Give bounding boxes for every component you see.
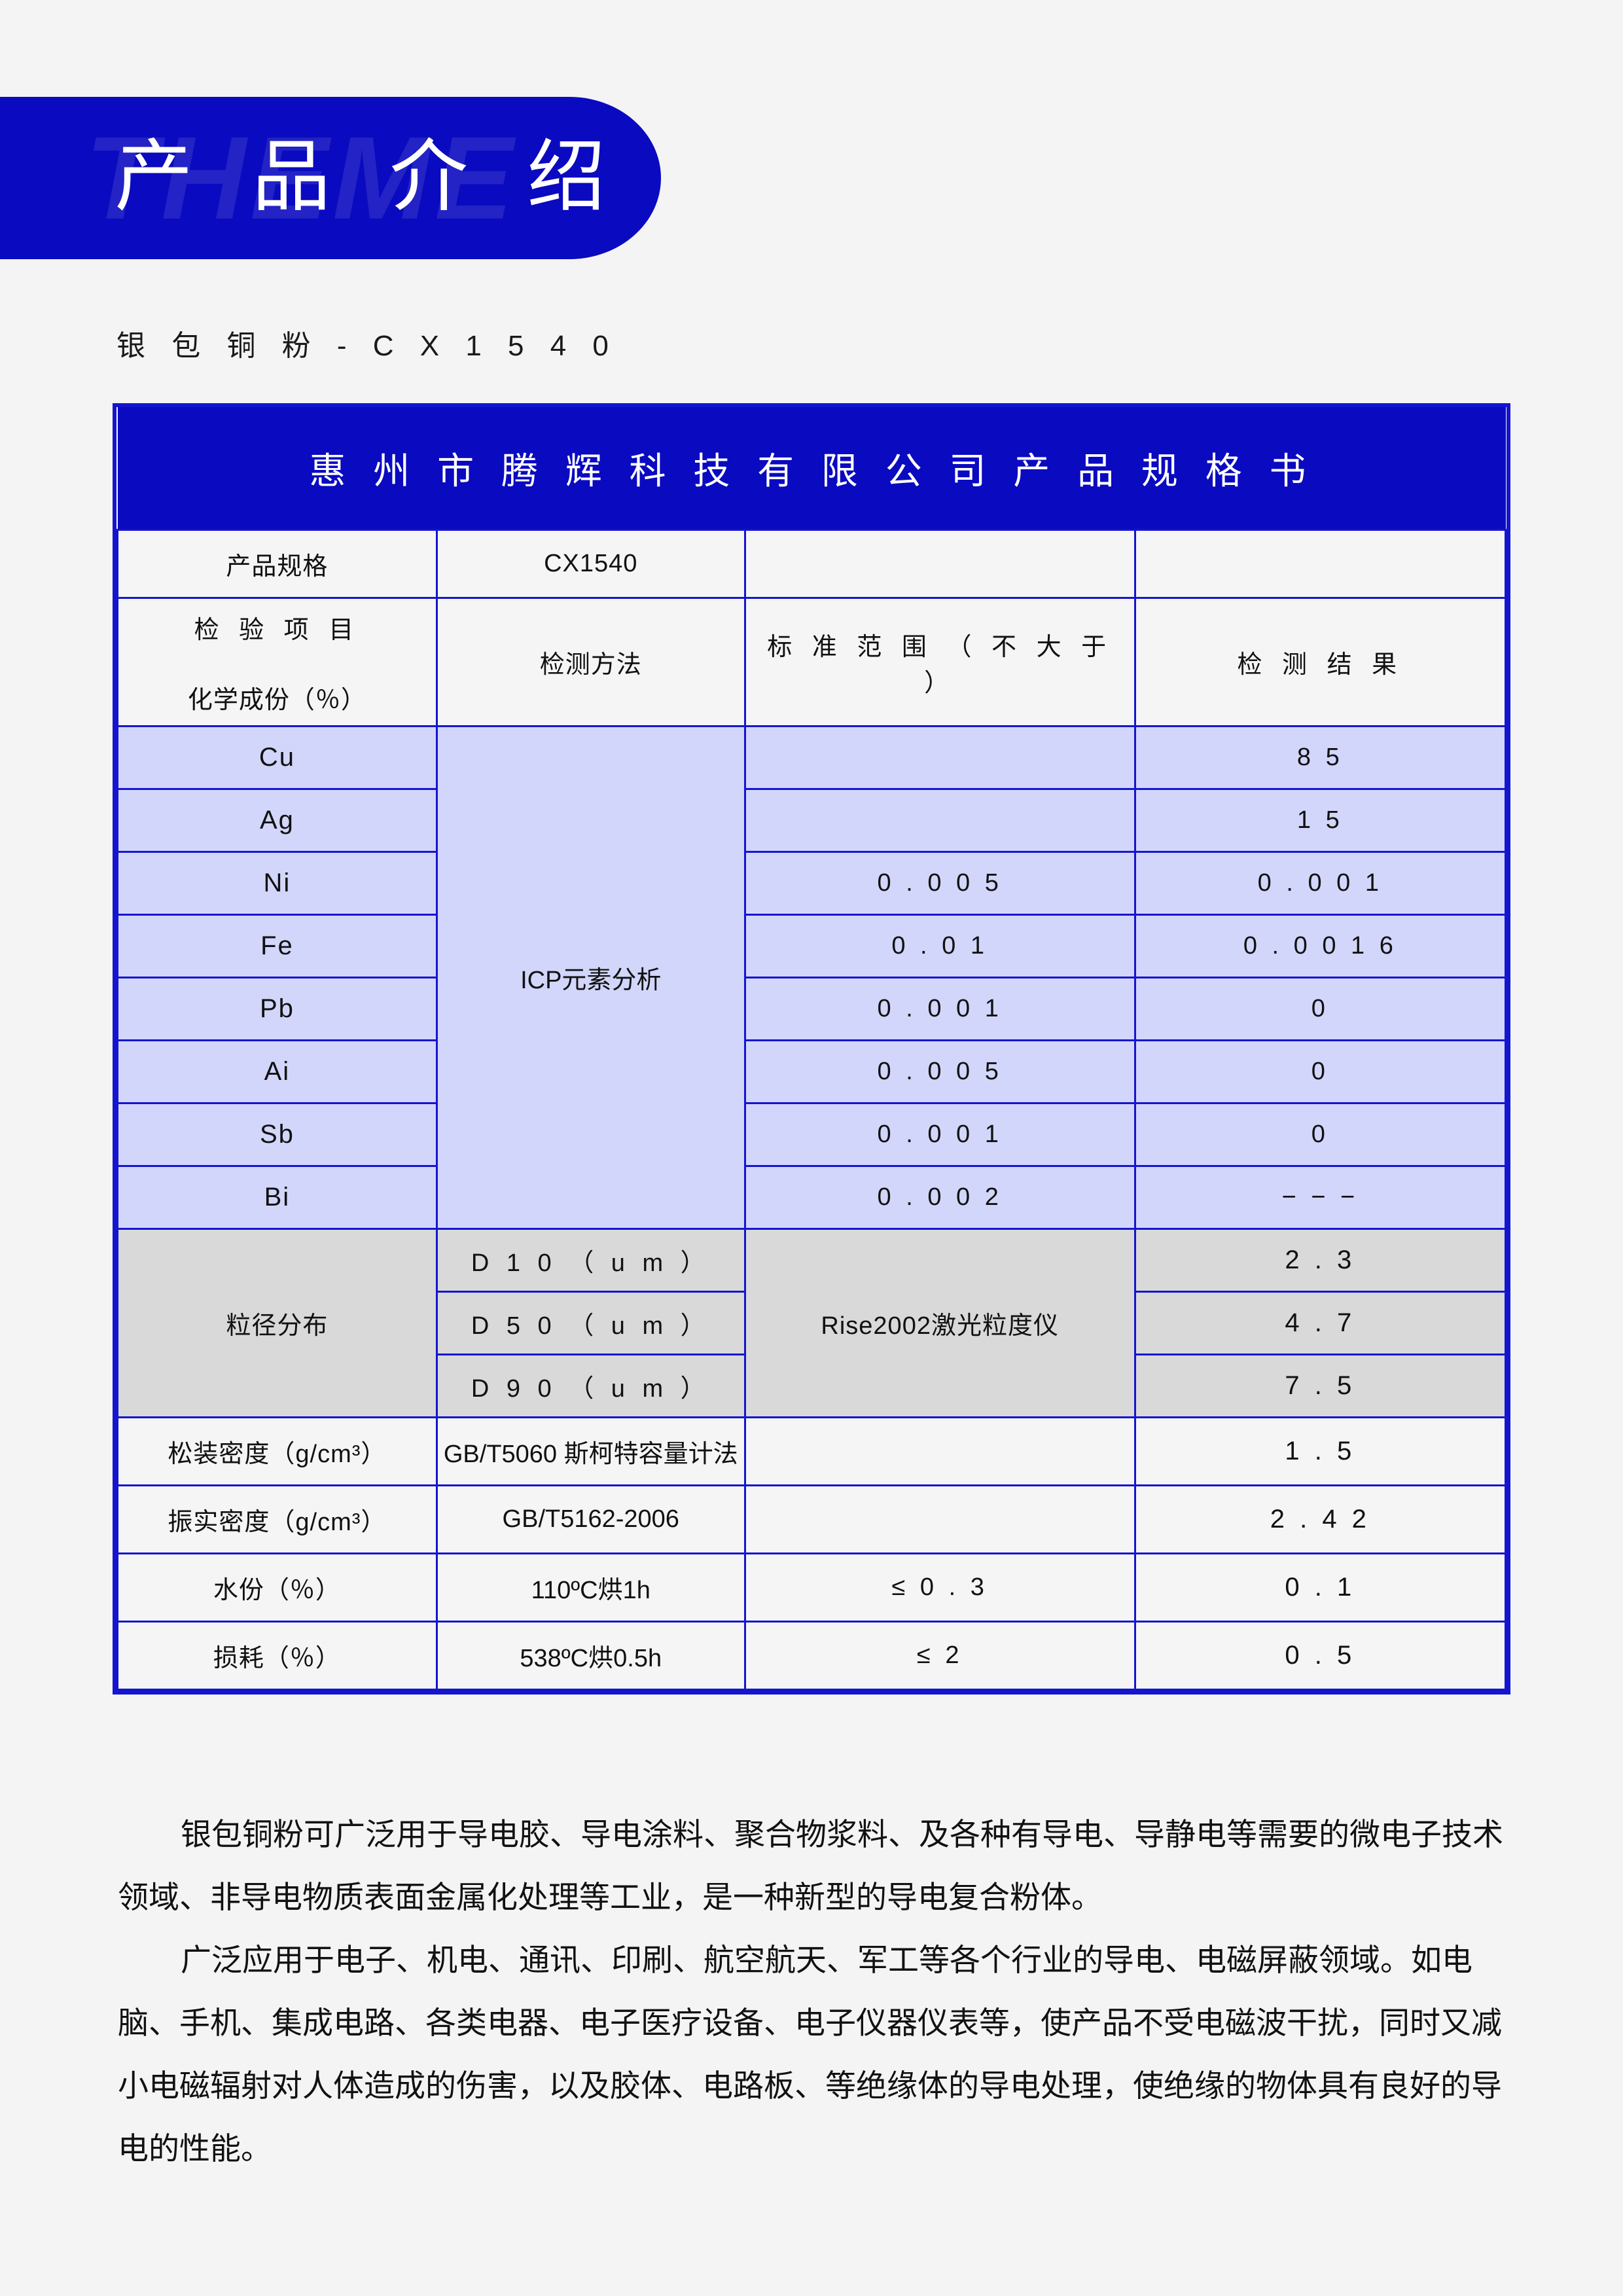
cell-property-method: 538ºC烘0.5h xyxy=(435,1621,746,1691)
cell-result: 0 . 0 0 1 6 xyxy=(1133,914,1507,978)
table-title-row: 惠 州 市 腾 辉 科 技 有 限 公 司 产 品 规 格 书 xyxy=(117,407,1506,530)
table-row: 损耗（％） 538ºC烘0.5h ≤ 2 0 . 5 xyxy=(116,1621,1507,1691)
cell-property-method: 110ºC烘1h xyxy=(435,1552,746,1623)
description-paragraph-1: 银包铜粉可广泛用于导电胶、导电涂料、聚合物浆料、及各种有导电、导静电等需要的微电… xyxy=(118,1817,1503,1916)
table-row-column-headers: 检 验 项 目 化学成份（％） 检测方法 标 准 范 围 （ 不 大 于 ） 检… xyxy=(116,597,1507,727)
table-title-cell: 惠 州 市 腾 辉 科 技 有 限 公 司 产 品 规 格 书 xyxy=(117,407,1506,530)
cell-element: Ag xyxy=(116,788,438,853)
table-row: Pb 0 . 0 0 1 0 xyxy=(116,977,1507,1041)
cell-chemistry-method: ICP元素分析 xyxy=(435,725,746,1230)
table-row: 粒径分布 D 1 0 （ u m ） Rise2002激光粒度仪 2 . 3 xyxy=(116,1228,1507,1418)
table-row: Sb 0 . 0 0 1 0 xyxy=(116,1102,1507,1167)
cell-product-spec-value: CX1540 xyxy=(435,529,746,599)
cell-range: 0 . 0 1 xyxy=(743,914,1136,978)
cell-range xyxy=(743,1416,1136,1486)
cell-property-method: GB/T5162-2006 xyxy=(435,1484,746,1554)
cell-header-result: 检 测 结 果 xyxy=(1133,597,1507,727)
table-row: D 9 0 （ u m ） 7 . 5 xyxy=(118,1354,1507,1418)
cell-result: 0 . 5 xyxy=(1133,1621,1507,1691)
cell-result: 2 . 4 2 xyxy=(1133,1484,1507,1554)
cell-result: 1 . 5 xyxy=(1133,1416,1507,1486)
cell-element: Fe xyxy=(116,914,438,978)
cell-property-method: GB/T5060 斯柯特容量计法 xyxy=(435,1416,746,1486)
cell-property-item: 水份（％） xyxy=(116,1552,438,1623)
cell-result: 0 xyxy=(1133,1102,1507,1167)
description-paragraph-2: 广泛应用于电子、机电、通讯、印刷、航空航天、军工等各个行业的导电、电磁屏蔽领域。… xyxy=(118,1943,1502,2167)
cell-range: ≤ 0 . 3 xyxy=(743,1552,1136,1623)
header-item-line1: 检 验 项 目 xyxy=(194,616,361,644)
header-item-line2: 化学成份（％） xyxy=(187,686,366,714)
cell-result: 0 . 0 0 1 xyxy=(1133,851,1507,916)
specification-table-container: 惠 州 市 腾 辉 科 技 有 限 公 司 产 品 规 格 书 产品规格 CX1… xyxy=(113,403,1510,1695)
cell-result: 0 xyxy=(1133,1039,1507,1104)
cell-element: Sb xyxy=(116,1102,438,1167)
table-row: Ni 0 . 0 0 5 0 . 0 0 1 xyxy=(116,851,1507,916)
table-row: D 5 0 （ u m ） 4 . 7 xyxy=(118,1291,1507,1355)
cell-particle-size-label: 粒径分布 xyxy=(116,1228,438,1418)
cell-particle-metric: D 9 0 （ u m ） xyxy=(435,1354,746,1418)
cell-range: 0 . 0 0 1 xyxy=(743,1102,1136,1167)
table-row: Bi 0 . 0 0 2 − − − xyxy=(116,1165,1507,1230)
cell-range xyxy=(743,1484,1136,1554)
cell-result: 7 . 5 xyxy=(1133,1354,1507,1418)
cell-particle-method: Rise2002激光粒度仪 xyxy=(743,1228,1136,1418)
table-row: Ai 0 . 0 0 5 0 xyxy=(116,1039,1507,1104)
cell-range: 0 . 0 0 5 xyxy=(743,851,1136,916)
cell-element: Ai xyxy=(116,1039,438,1104)
cell-header-method: 检测方法 xyxy=(435,597,746,727)
table-row: 水份（％） 110ºC烘1h ≤ 0 . 3 0 . 1 xyxy=(116,1552,1507,1623)
banner-watermark-text: THEME xyxy=(85,113,517,244)
cell-particle-metric: D 1 0 （ u m ） xyxy=(435,1228,746,1293)
table-row-product-spec: 产品规格 CX1540 xyxy=(116,529,1507,599)
page-header-banner: THEME 产 品 介 绍 xyxy=(0,97,661,259)
cell-element: Ni xyxy=(116,851,438,916)
cell-result: − − − xyxy=(1133,1165,1507,1230)
cell-range xyxy=(743,725,1136,790)
cell-range: ≤ 2 xyxy=(743,1621,1136,1691)
cell-result: 2 . 3 xyxy=(1133,1228,1507,1293)
cell-result: 8 5 xyxy=(1133,725,1507,790)
table-row: 振实密度（g/cm³） GB/T5162-2006 2 . 4 2 xyxy=(116,1484,1507,1554)
table-row: Fe 0 . 0 1 0 . 0 0 1 6 xyxy=(116,914,1507,978)
cell-range: 0 . 0 0 1 xyxy=(743,977,1136,1041)
cell-range: 0 . 0 0 5 xyxy=(743,1039,1136,1104)
cell-result: 1 5 xyxy=(1133,788,1507,853)
cell-header-range: 标 准 范 围 （ 不 大 于 ） xyxy=(743,597,1136,727)
cell-element: Cu xyxy=(116,725,438,790)
cell-element: Pb xyxy=(116,977,438,1041)
cell-result: 4 . 7 xyxy=(1133,1291,1507,1355)
description-section: 银包铜粉可广泛用于导电胶、导电涂料、聚合物浆料、及各种有导电、导静电等需要的微电… xyxy=(118,1804,1518,2181)
cell-result: 0 xyxy=(1133,977,1507,1041)
cell-property-item: 损耗（％） xyxy=(116,1621,438,1691)
cell-range xyxy=(743,788,1136,853)
table-title-text: 惠 州 市 腾 辉 科 技 有 限 公 司 产 品 规 格 书 xyxy=(309,450,1314,493)
table-row: 松装密度（g/cm³） GB/T5060 斯柯特容量计法 1 . 5 xyxy=(116,1416,1507,1486)
page-title: 产 品 介 绍 xyxy=(115,132,623,223)
specification-table: 惠 州 市 腾 辉 科 技 有 限 公 司 产 品 规 格 书 产品规格 CX1… xyxy=(116,407,1507,1691)
cell-header-item: 检 验 项 目 化学成份（％） xyxy=(116,597,438,727)
product-subtitle: 银 包 铜 粉 - C X 1 5 4 0 xyxy=(116,330,618,362)
cell-property-item: 松装密度（g/cm³） xyxy=(116,1416,438,1486)
cell-product-spec-col3 xyxy=(743,529,1136,599)
cell-product-spec-col4 xyxy=(1133,529,1507,599)
cell-element: Bi xyxy=(116,1165,438,1230)
cell-property-item: 振实密度（g/cm³） xyxy=(116,1484,438,1554)
cell-result: 0 . 1 xyxy=(1133,1552,1507,1623)
cell-product-spec-label: 产品规格 xyxy=(116,529,438,599)
table-row: Ag 1 5 xyxy=(116,788,1507,853)
cell-range: 0 . 0 0 2 xyxy=(743,1165,1136,1230)
cell-particle-metric: D 5 0 （ u m ） xyxy=(435,1291,746,1355)
table-row: Cu ICP元素分析 8 5 xyxy=(116,725,1507,1230)
